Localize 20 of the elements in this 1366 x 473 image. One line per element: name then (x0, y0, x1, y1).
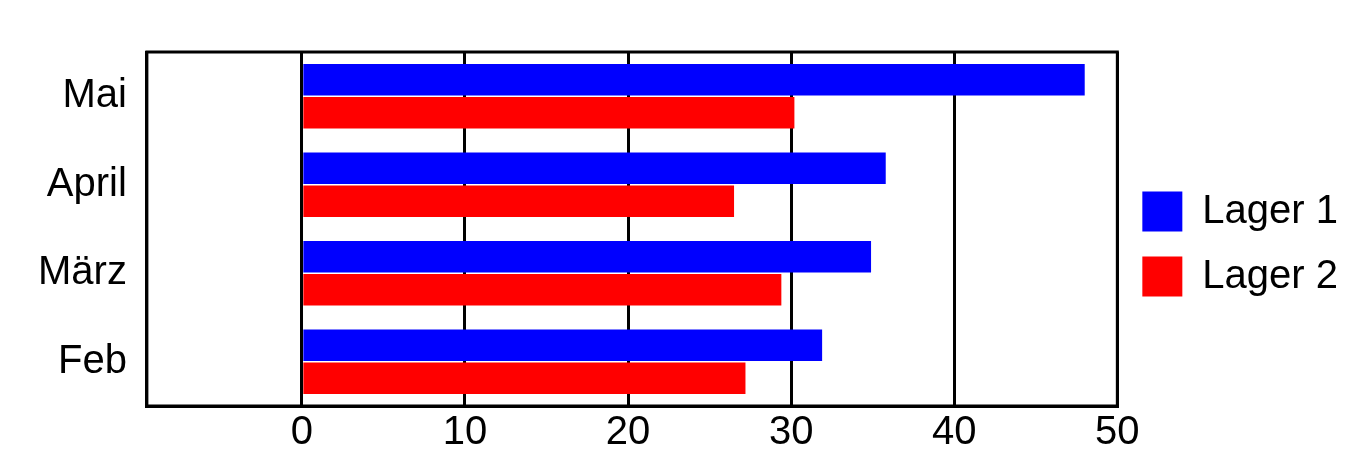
y-tick-label: Mai (62, 71, 127, 116)
y-tick-label: April (46, 159, 127, 204)
bar (303, 63, 1085, 96)
x-tick-label: 20 (605, 408, 651, 453)
y-tick-label: Feb (57, 336, 127, 381)
bar (303, 152, 886, 184)
x-tick-label: 10 (442, 408, 488, 453)
bar (303, 97, 795, 129)
bar (303, 329, 823, 361)
legend-label: Lager 2 (1202, 251, 1339, 296)
bar (303, 240, 872, 273)
bar (303, 362, 746, 395)
y-tick-label: März (38, 248, 127, 293)
x-tick-label: 30 (768, 408, 814, 453)
bar (303, 185, 735, 218)
legend-label: Lager 1 (1202, 186, 1339, 231)
x-tick-label: 0 (290, 408, 313, 453)
x-tick-label: 50 (1095, 408, 1140, 453)
bar (303, 274, 782, 306)
x-tick-label: 40 (931, 408, 977, 453)
